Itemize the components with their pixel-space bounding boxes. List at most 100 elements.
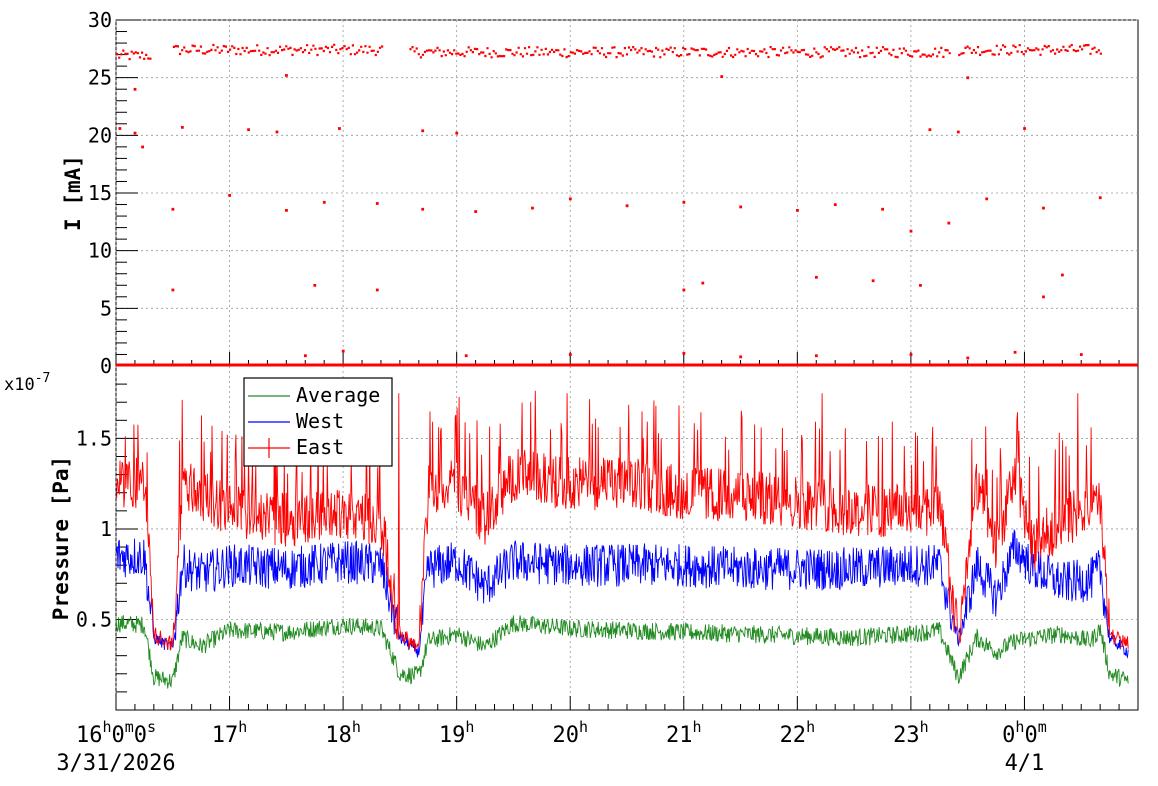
x-tick-label-value: 0 <box>134 723 147 748</box>
current-outlier-point <box>322 200 326 204</box>
current-outlier-point <box>375 202 379 205</box>
x-tick-label: 0h0m <box>1002 718 1047 748</box>
x-tick-label-unit: h <box>1015 718 1024 736</box>
current-outlier-point <box>625 204 629 208</box>
current-outlier-point <box>1042 206 1045 210</box>
x-tick-label-unit: m <box>125 718 134 736</box>
x-tick-label-unit: h <box>238 718 247 736</box>
current-outlier-point <box>682 288 686 292</box>
x-tick-label-unit: h <box>806 718 815 736</box>
current-outlier-point <box>375 288 379 292</box>
current-outlier-point <box>919 283 922 287</box>
current-outlier-point <box>701 281 705 285</box>
pressure-series-line-east <box>115 390 1129 652</box>
pressure-exponent-label: x10-7 <box>4 371 50 395</box>
current-outlier-point <box>141 145 144 149</box>
current-data-band <box>116 49 152 61</box>
current-outlier-point <box>966 356 970 360</box>
x-tick-label-unit: h <box>579 718 588 736</box>
exponent-base: x10 <box>4 375 35 395</box>
current-outlier-point <box>421 207 425 211</box>
x-tick-label-main: 0 <box>1002 723 1015 748</box>
current-y-tick-label: 15 <box>88 181 112 205</box>
x-tick-label-main: 16 <box>76 723 103 748</box>
current-outlier-point <box>285 74 288 77</box>
legend-entry-label: Average <box>296 383 380 407</box>
x-tick-label-main: 22 <box>780 723 807 748</box>
x-date-label: 3/31/2026 <box>56 751 175 776</box>
current-outlier-point <box>909 229 913 233</box>
current-outlier-point <box>1023 127 1026 130</box>
current-outlier-point <box>682 352 686 355</box>
current-y-tick-label: 10 <box>88 239 112 263</box>
legend-entry-label: East <box>296 435 344 459</box>
current-data-band <box>958 44 1102 57</box>
x-date-label: 4/1 <box>1005 751 1045 776</box>
current-outlier-point <box>814 354 818 358</box>
current-outlier-point <box>313 283 317 287</box>
current-outlier-point <box>247 128 250 132</box>
current-outlier-point <box>474 210 478 213</box>
current-outlier-point <box>833 203 837 207</box>
current-y-tick-label: 0 <box>100 354 112 378</box>
current-outlier-point <box>464 354 468 358</box>
pressure-y-tick-label: 0.5 <box>76 607 112 631</box>
current-outlier-point <box>1042 295 1045 299</box>
x-tick-label-main: 18 <box>325 723 352 748</box>
pressure-series-group <box>115 390 1129 689</box>
x-tick-label-unit: h <box>102 718 111 736</box>
current-outlier-point <box>455 131 459 135</box>
current-y-axis-label: I [mA] <box>61 155 85 231</box>
x-tick-label-main: 20 <box>552 723 579 748</box>
x-tick-label: 16h0m0s <box>76 718 156 748</box>
x-tick-label-value: 0 <box>111 723 124 748</box>
current-outlier-point <box>1013 350 1017 354</box>
current-outlier-point <box>947 221 951 225</box>
current-outlier-point <box>303 354 307 358</box>
x-tick-label-value: 0 <box>1024 723 1037 748</box>
x-tick-label: 20h <box>552 718 588 748</box>
current-outlier-point <box>739 205 743 209</box>
current-outlier-point <box>881 207 884 211</box>
current-y-tick-label: 5 <box>100 296 112 320</box>
x-tick-label-unit: h <box>465 718 474 736</box>
exponent-power: -7 <box>35 371 51 386</box>
current-outlier-point <box>568 197 572 201</box>
current-data-band <box>409 46 951 59</box>
current-outlier-point <box>180 125 184 129</box>
current-outlier-point <box>956 130 960 134</box>
x-tick-label-unit: m <box>1038 718 1047 736</box>
current-outlier-point <box>928 128 932 132</box>
current-outlier-point <box>118 127 122 130</box>
x-tick-label-main: 19 <box>439 723 466 748</box>
current-outlier-point <box>814 275 818 279</box>
x-tick-label-main: 23 <box>893 723 920 748</box>
current-outlier-point <box>285 209 288 212</box>
pressure-series-line-west <box>115 528 1129 659</box>
pressure-y-axis-label: Pressure [Pa] <box>49 456 73 620</box>
current-outlier-point <box>133 131 137 135</box>
pressure-y-tick-label: 1.5 <box>76 426 112 450</box>
current-outlier-point <box>568 353 572 356</box>
current-outlier-point <box>133 87 137 91</box>
current-outlier-point <box>531 206 534 210</box>
current-outlier-point <box>682 200 686 204</box>
current-outlier-point <box>1079 353 1083 356</box>
x-tick-label: 23h <box>893 718 929 748</box>
x-tick-label-unit: h <box>352 718 361 736</box>
current-outlier-point <box>421 129 425 133</box>
x-tick-label-unit: h <box>693 718 702 736</box>
current-outlier-point <box>966 76 970 80</box>
x-tick-label-main: 21 <box>666 723 693 748</box>
x-tick-label-main: 17 <box>212 723 239 748</box>
x-tick-label: 19h <box>439 718 475 748</box>
pressure-series-line-average <box>115 615 1129 689</box>
legend-entry-label: West <box>296 409 344 433</box>
x-tick-label: 18h <box>325 718 361 748</box>
current-data-band <box>172 43 384 57</box>
pressure-y-tick-label: 1 <box>100 517 112 541</box>
current-outlier-point <box>985 197 989 201</box>
